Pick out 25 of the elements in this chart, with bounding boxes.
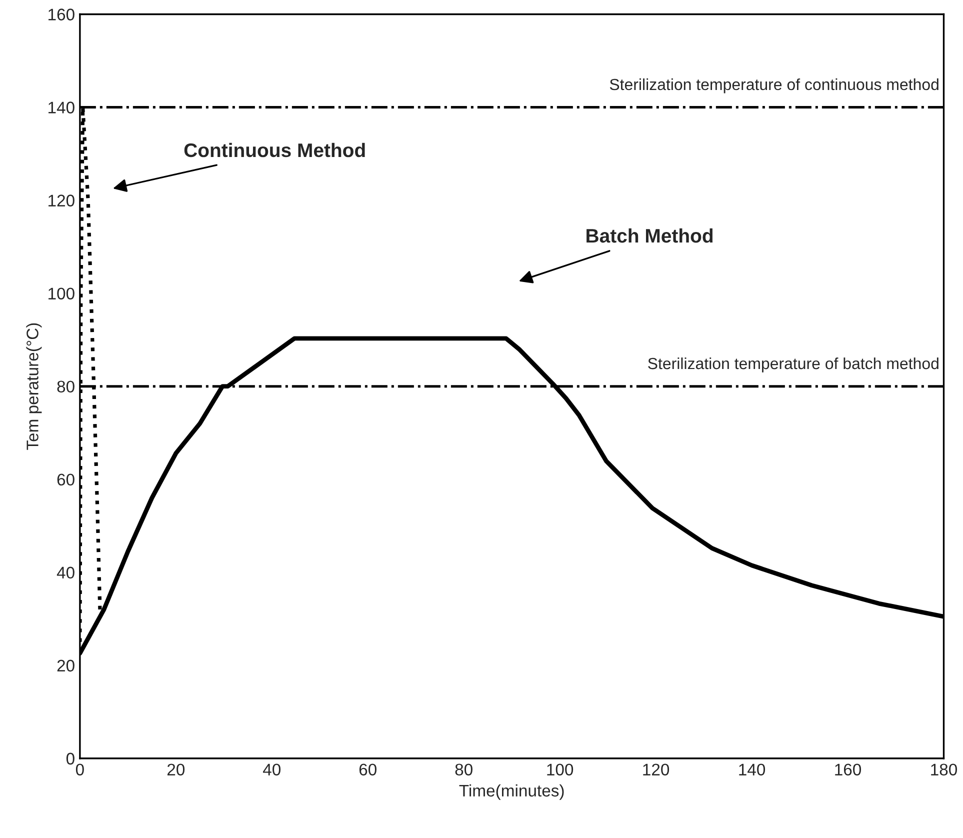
annotation: Batch Method [586, 228, 713, 243]
x-tick-label: 140 [739, 764, 766, 776]
x-tick-label: 160 [835, 764, 862, 776]
y-tick-label: 0 [66, 752, 74, 765]
annotation: Continuous Method [184, 142, 365, 158]
x-tick-label: 20 [167, 764, 185, 776]
y-tick-label: 60 [57, 474, 74, 486]
ref-line-label: Sterilization temperature of batch method [648, 357, 938, 372]
x-tick-label: 120 [643, 764, 670, 776]
y-tick-label: 80 [57, 380, 74, 393]
y-tick-label: 140 [48, 102, 74, 114]
y-tick-label: 160 [48, 8, 74, 20]
y-tick-label: 120 [48, 194, 74, 206]
x-axis-title: Time(minutes) [459, 784, 564, 800]
ref-line-label: Sterilization temperature of continuous method [610, 78, 938, 94]
x-tick-label: 80 [455, 764, 472, 776]
x-tick-label: 40 [263, 764, 281, 776]
y-tick-label: 100 [48, 288, 74, 300]
y-tick-label: 40 [56, 566, 74, 579]
y-tick-label: 20 [57, 660, 74, 672]
x-tick-label: 60 [359, 764, 376, 776]
x-tick-label: 0 [76, 764, 84, 776]
x-tick-label: 180 [931, 764, 957, 776]
x-tick-label: 100 [547, 764, 574, 776]
y-axis-title: Tem perature(°C) [26, 323, 42, 450]
